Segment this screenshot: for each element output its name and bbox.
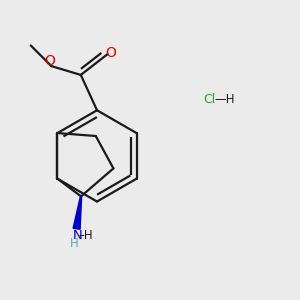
Text: O: O [106,46,117,60]
Text: Cl: Cl [203,93,215,106]
Text: –H: –H [79,229,93,242]
Text: O: O [44,54,55,68]
Text: H: H [70,237,79,250]
Polygon shape [73,196,82,229]
Text: —H: —H [215,93,235,106]
Text: N: N [73,229,83,242]
